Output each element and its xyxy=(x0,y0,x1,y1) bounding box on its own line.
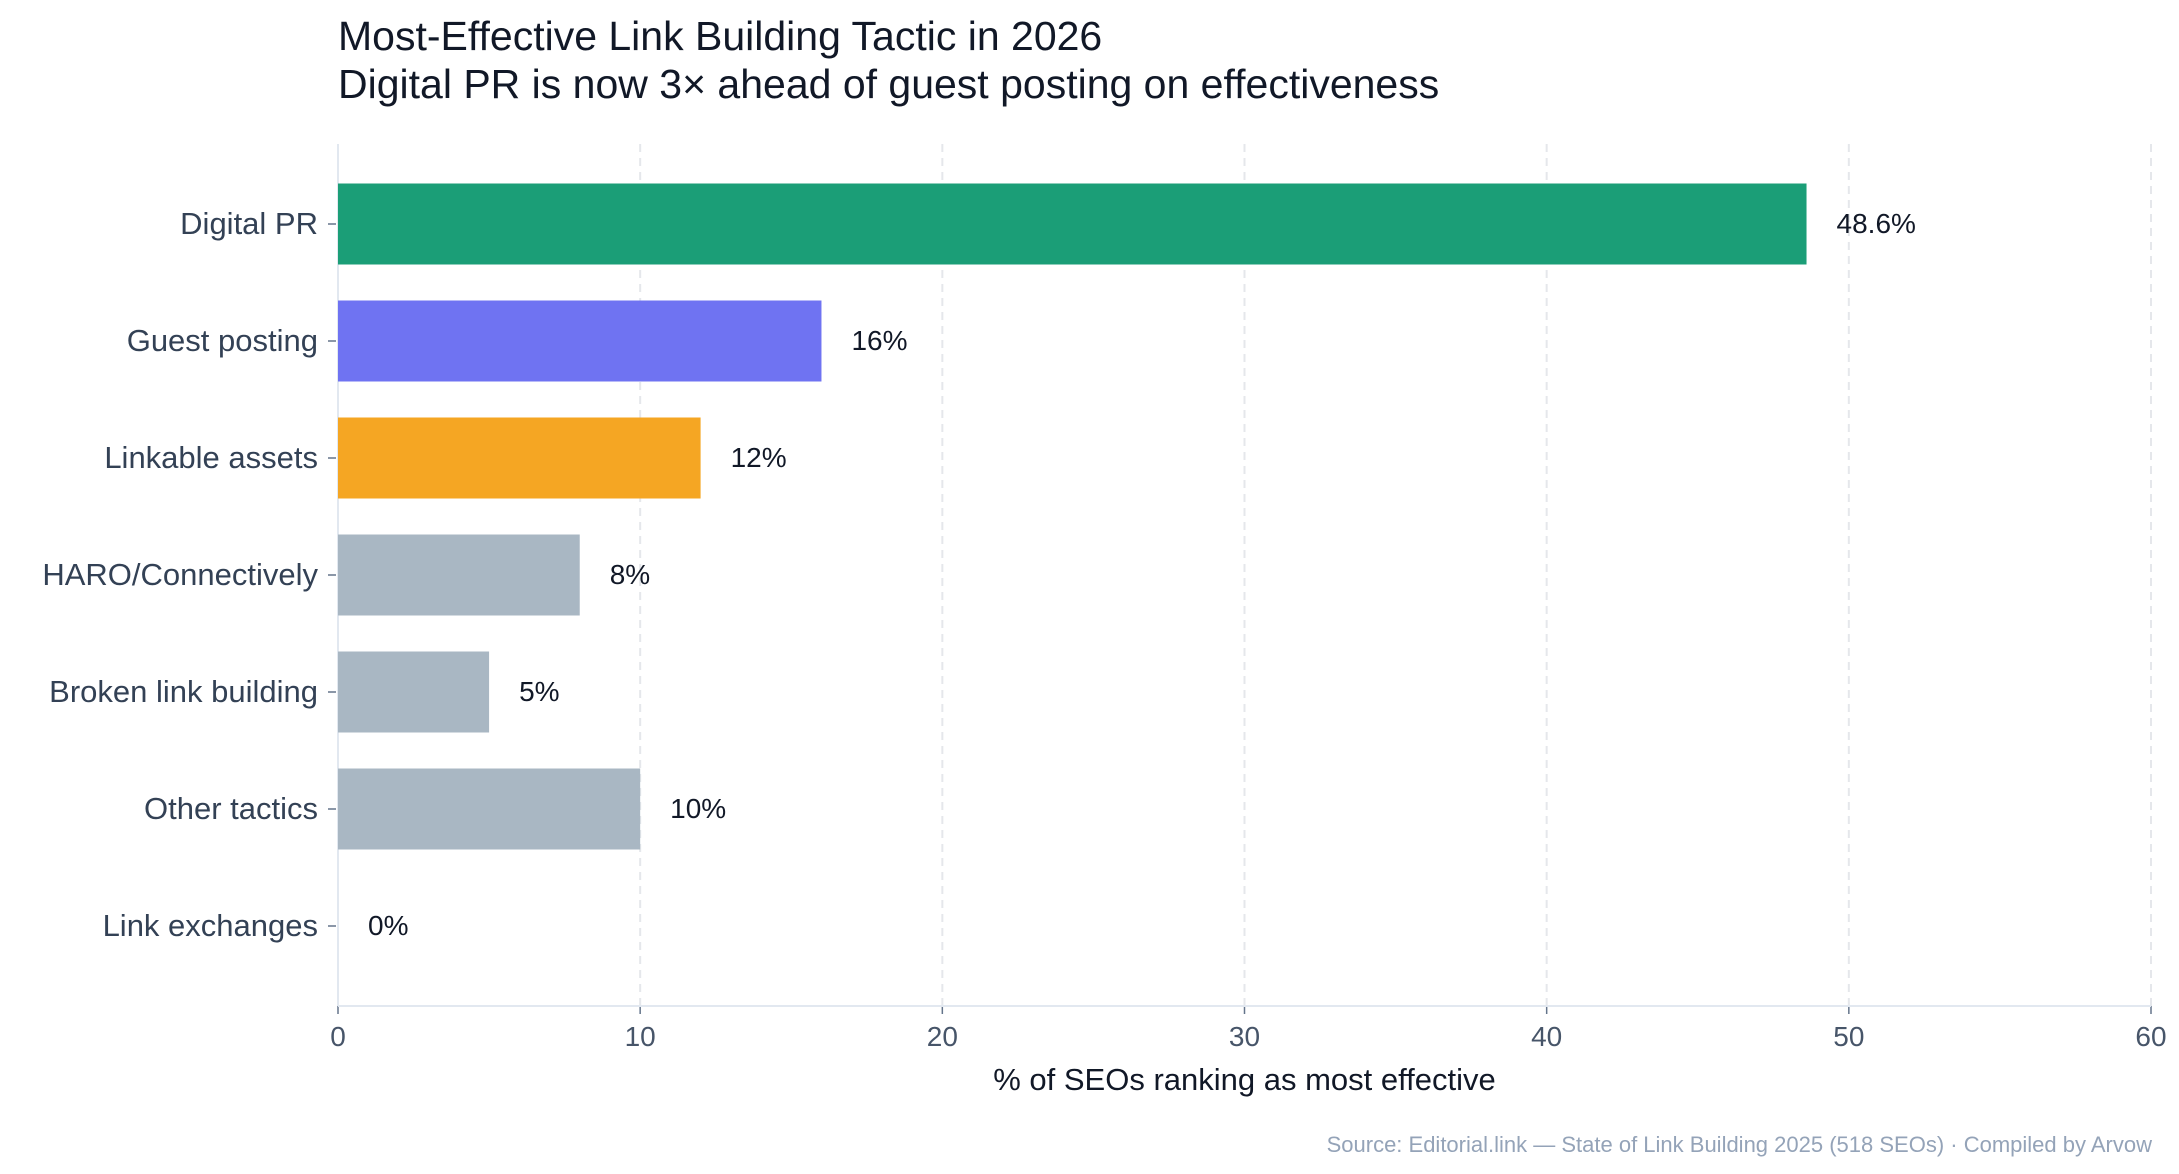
y-tick-label: Guest posting xyxy=(127,323,318,358)
y-tick-label: Other tactics xyxy=(144,791,318,826)
source-note: Source: Editorial.link — State of Link B… xyxy=(1326,1132,2152,1157)
bar-digital-pr xyxy=(338,183,1807,265)
chart-title: Most-Effective Link Building Tactic in 2… xyxy=(338,13,1103,59)
y-tick-label: Linkable assets xyxy=(104,440,318,475)
y-tick-label: Link exchanges xyxy=(103,908,318,943)
bar-other-tactics xyxy=(338,768,641,850)
bar-linkable-assets xyxy=(338,417,701,499)
chart-subtitle: Digital PR is now 3× ahead of guest post… xyxy=(338,61,1440,107)
bar-guest-posting xyxy=(338,300,822,382)
y-tick-label: Broken link building xyxy=(49,674,318,709)
bar-broken-link-building xyxy=(338,651,490,733)
data-label: 16% xyxy=(851,325,907,356)
data-label: 10% xyxy=(670,793,726,824)
x-tick-label: 40 xyxy=(1531,1021,1562,1052)
data-label: 12% xyxy=(731,442,787,473)
x-tick-label: 60 xyxy=(2135,1021,2166,1052)
x-axis-label: % of SEOs ranking as most effective xyxy=(993,1062,1496,1097)
bar-haro-connectively xyxy=(338,534,580,616)
y-tick-label: Digital PR xyxy=(180,206,318,241)
data-label: 48.6% xyxy=(1837,208,1916,239)
x-tick-label: 20 xyxy=(927,1021,958,1052)
data-label: 5% xyxy=(519,676,559,707)
x-tick-label: 50 xyxy=(1833,1021,1864,1052)
x-tick-label: 10 xyxy=(625,1021,656,1052)
data-label: 0% xyxy=(368,910,408,941)
data-label: 8% xyxy=(610,559,650,590)
x-tick-label: 30 xyxy=(1229,1021,1260,1052)
y-tick-label: HARO/Connectively xyxy=(42,557,318,592)
x-tick-label: 0 xyxy=(330,1021,346,1052)
